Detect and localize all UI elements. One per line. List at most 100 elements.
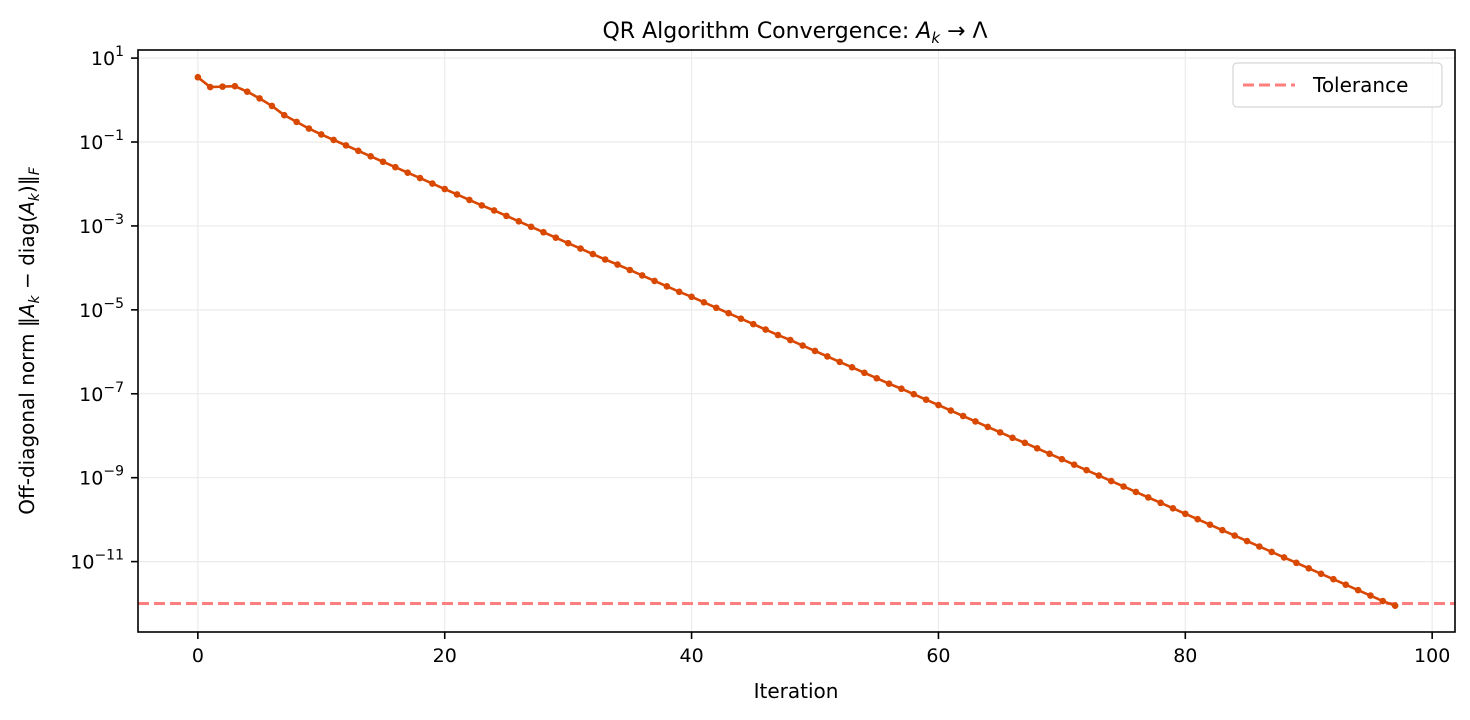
plot-area: 0 20 40 60 80 100 101 10−1 10−3 10−5 10−7 10−9 10−1… bbox=[70, 44, 1456, 667]
data-point-marker bbox=[540, 228, 547, 236]
data-point-marker bbox=[651, 277, 658, 285]
x-tick-label: 100 bbox=[1414, 645, 1450, 667]
data-point-marker bbox=[219, 83, 226, 90]
data-point-marker bbox=[490, 207, 498, 214]
y-tick-label: 10−11 bbox=[70, 548, 124, 574]
data-point-marker bbox=[342, 142, 350, 149]
data-point-marker bbox=[367, 152, 374, 160]
y-tick-label: 10−5 bbox=[79, 296, 124, 322]
data-point-marker bbox=[1379, 597, 1387, 605]
data-point-marker bbox=[1268, 548, 1276, 556]
x-axis-ticks: 0 20 40 60 80 100 bbox=[192, 632, 1450, 667]
data-point-marker bbox=[1144, 494, 1152, 501]
plot-frame bbox=[137, 49, 1456, 633]
x-tick-label: 40 bbox=[679, 645, 703, 667]
data-point-marker bbox=[1120, 483, 1127, 490]
data-point-marker bbox=[589, 250, 597, 258]
data-point-marker bbox=[1132, 488, 1140, 496]
data-point-marker bbox=[811, 347, 819, 355]
data-point-marker bbox=[1256, 543, 1263, 550]
convergence-series bbox=[194, 73, 1399, 609]
data-point-marker bbox=[700, 299, 708, 306]
data-point-marker bbox=[1083, 466, 1090, 474]
data-point-marker bbox=[1367, 592, 1374, 599]
data-point-marker bbox=[1194, 515, 1201, 523]
data-point-marker bbox=[1243, 537, 1251, 545]
data-point-marker bbox=[1058, 455, 1066, 463]
data-point-marker bbox=[1305, 565, 1313, 572]
data-point-marker bbox=[885, 380, 893, 387]
data-point-marker bbox=[293, 118, 300, 126]
data-point-marker bbox=[762, 326, 769, 333]
data-point-marker bbox=[663, 283, 671, 290]
data-point-marker bbox=[466, 196, 473, 204]
x-tick-label: 20 bbox=[433, 645, 457, 667]
data-point-marker bbox=[959, 412, 967, 420]
data-point-marker bbox=[688, 293, 695, 301]
data-point-marker bbox=[416, 174, 424, 182]
data-point-marker bbox=[515, 218, 523, 225]
y-axis-label: Off-diagonal norm ‖Ak − diag(Ak)‖F bbox=[15, 166, 43, 515]
x-tick-label: 80 bbox=[1173, 645, 1197, 667]
data-point-marker bbox=[330, 136, 337, 144]
data-point-marker bbox=[453, 191, 461, 198]
legend-tolerance-label: Tolerance bbox=[1312, 73, 1408, 97]
data-point-marker bbox=[972, 418, 979, 425]
data-point-marker bbox=[749, 320, 757, 328]
data-point-marker bbox=[1157, 499, 1164, 507]
data-point-marker bbox=[1021, 439, 1029, 447]
data-point-marker bbox=[379, 158, 387, 166]
grid-lines bbox=[138, 50, 1455, 632]
data-point-marker bbox=[1009, 434, 1016, 442]
data-point-marker bbox=[1280, 554, 1288, 561]
data-point-marker bbox=[1391, 602, 1399, 609]
data-point-marker bbox=[355, 147, 362, 155]
data-point-marker bbox=[601, 256, 609, 263]
data-point-marker bbox=[984, 423, 992, 431]
data-point-marker bbox=[1206, 521, 1214, 528]
data-point-marker bbox=[638, 272, 646, 279]
y-tick-label: 101 bbox=[91, 44, 124, 70]
data-point-marker bbox=[675, 288, 683, 296]
data-point-marker bbox=[317, 131, 325, 138]
legend: Tolerance bbox=[1232, 62, 1443, 108]
data-point-marker bbox=[712, 304, 720, 312]
data-point-marker bbox=[231, 82, 239, 90]
x-axis-label: Iteration bbox=[754, 679, 839, 703]
data-point-marker bbox=[280, 111, 288, 119]
data-point-marker bbox=[1095, 472, 1103, 479]
data-point-marker bbox=[922, 396, 930, 403]
data-point-marker bbox=[725, 309, 732, 317]
data-point-marker bbox=[1182, 510, 1189, 518]
data-point-marker bbox=[206, 83, 214, 91]
data-point-marker bbox=[996, 429, 1004, 436]
data-point-marker bbox=[824, 353, 831, 360]
legend-box bbox=[1232, 62, 1443, 108]
y-tick-label: 10−1 bbox=[79, 128, 124, 154]
data-point-marker bbox=[935, 401, 942, 409]
data-point-marker bbox=[1330, 575, 1337, 583]
data-point-marker bbox=[268, 102, 276, 110]
data-point-marker bbox=[564, 239, 572, 247]
data-point-marker bbox=[392, 163, 399, 171]
data-point-marker bbox=[552, 234, 560, 241]
data-point-marker bbox=[478, 202, 486, 209]
data-point-marker bbox=[1070, 461, 1078, 468]
data-point-marker bbox=[947, 407, 955, 414]
data-point-marker bbox=[626, 266, 634, 274]
data-point-marker bbox=[1342, 581, 1350, 588]
data-point-marker bbox=[836, 358, 844, 366]
data-point-marker bbox=[256, 95, 263, 102]
data-point-marker bbox=[1046, 450, 1053, 458]
data-point-marker bbox=[429, 180, 436, 187]
data-point-marker bbox=[1107, 477, 1115, 485]
data-point-marker bbox=[577, 245, 584, 252]
data-point-marker bbox=[910, 390, 918, 398]
data-point-marker bbox=[305, 125, 313, 132]
y-tick-label: 10−3 bbox=[79, 212, 124, 238]
data-point-marker bbox=[799, 342, 806, 349]
data-point-marker bbox=[737, 315, 745, 322]
chart-title: QR Algorithm Convergence: Ak → Λ bbox=[602, 19, 987, 47]
y-axis-ticks: 101 10−1 10−3 10−5 10−7 10−9 10−11 bbox=[70, 44, 138, 574]
